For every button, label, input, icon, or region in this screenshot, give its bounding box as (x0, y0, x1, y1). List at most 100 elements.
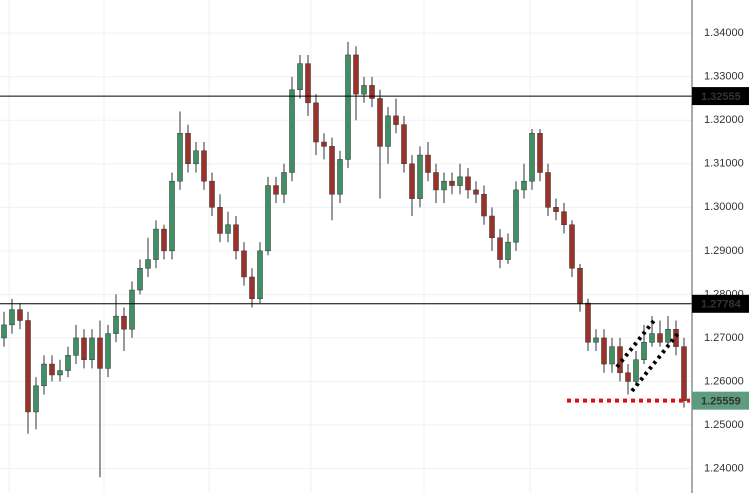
pattern-line (630, 329, 682, 393)
candle-body (481, 194, 487, 217)
candle-body (17, 309, 23, 321)
candle-body (489, 215, 495, 239)
candle-body (257, 250, 263, 299)
candle-body (25, 320, 31, 413)
candle-body (129, 289, 135, 330)
candle-body (137, 268, 143, 291)
candle-body (537, 133, 543, 173)
candle-body (569, 224, 575, 269)
candle-body (409, 163, 415, 199)
candle-body (401, 124, 407, 165)
candle-body (609, 346, 615, 365)
y-tick-label: 1.34000 (704, 27, 744, 39)
candle-body (417, 154, 423, 199)
candle-body (121, 315, 127, 330)
pattern (615, 316, 682, 393)
candle-body (657, 333, 663, 343)
y-tick-label: 1.32000 (704, 114, 744, 126)
candle-body (289, 89, 295, 173)
y-tick-label: 1.26000 (704, 375, 744, 387)
candle-body (529, 133, 535, 182)
candle-body (473, 189, 479, 195)
candle-body (153, 228, 159, 260)
candle-body (9, 309, 15, 326)
candle-body (433, 172, 439, 191)
vertical-grid (8, 0, 638, 493)
last-price-label: 1.25559 (701, 396, 741, 408)
candle-body (281, 172, 287, 195)
candle-body (465, 176, 471, 191)
candle-body (665, 328, 671, 343)
candle-body (193, 150, 199, 165)
candle-body (169, 180, 175, 252)
last-price-box (692, 391, 749, 410)
candle-body (185, 133, 191, 165)
candles (1, 41, 687, 478)
candle-body (57, 370, 63, 376)
candle-body (641, 342, 647, 360)
candle-body (273, 185, 279, 195)
level-label: 1.32555 (701, 91, 741, 103)
candle-body (521, 180, 527, 191)
candle-body (113, 315, 119, 334)
candle-body (673, 328, 679, 347)
candle-body (265, 185, 271, 252)
y-tick-label: 1.24000 (704, 462, 744, 474)
candle-body (385, 115, 391, 147)
candle-body (345, 54, 351, 160)
candle-body (201, 150, 207, 182)
candle-body (233, 224, 239, 252)
candle-body (249, 276, 255, 299)
y-tick-label: 1.33000 (704, 71, 744, 83)
candle-body (505, 241, 511, 260)
level-label: 1.27784 (701, 299, 742, 311)
candle-body (625, 372, 631, 382)
price-axis: 1.240001.250001.260001.270001.280001.290… (692, 27, 749, 474)
candle-body (209, 180, 215, 208)
candle-body (449, 180, 455, 186)
candle-body (425, 154, 431, 173)
candle-body (73, 337, 79, 356)
candle-body (321, 141, 327, 147)
candle-body (593, 337, 599, 343)
candle-body (97, 337, 103, 369)
candle-body (225, 224, 231, 234)
candle-body (305, 63, 311, 104)
candle-body (681, 346, 687, 401)
candle-body (441, 180, 447, 191)
candle-body (161, 228, 167, 252)
candle-body (497, 237, 503, 260)
candle-body (585, 302, 591, 343)
candle-body (1, 324, 7, 339)
candle-body (633, 359, 639, 382)
candle-body (457, 176, 463, 186)
candle-body (177, 133, 183, 182)
candle-body (561, 211, 567, 225)
y-tick-label: 1.31000 (704, 158, 744, 170)
candle-body (361, 85, 367, 95)
candle-body (89, 337, 95, 360)
candle-body (601, 337, 607, 365)
candle-body (513, 189, 519, 243)
candle-body (81, 337, 87, 360)
candle-body (577, 268, 583, 304)
candle-body (553, 207, 559, 212)
candle-body (393, 115, 399, 125)
candle-body (377, 98, 383, 147)
candle-body (105, 333, 111, 369)
candle-body (313, 102, 319, 143)
level-box (692, 294, 749, 313)
candle-body (329, 146, 335, 195)
level-box (692, 87, 749, 106)
y-tick-label: 1.25000 (704, 419, 744, 431)
y-tick-label: 1.29000 (704, 245, 744, 257)
overlays (0, 95, 692, 403)
y-tick-label: 1.30000 (704, 201, 744, 213)
candle-body (65, 355, 71, 371)
candle-body (353, 54, 359, 95)
candle-body (369, 85, 375, 99)
candle-body (49, 363, 55, 376)
candle-body (337, 159, 343, 195)
candle-body (241, 250, 247, 278)
